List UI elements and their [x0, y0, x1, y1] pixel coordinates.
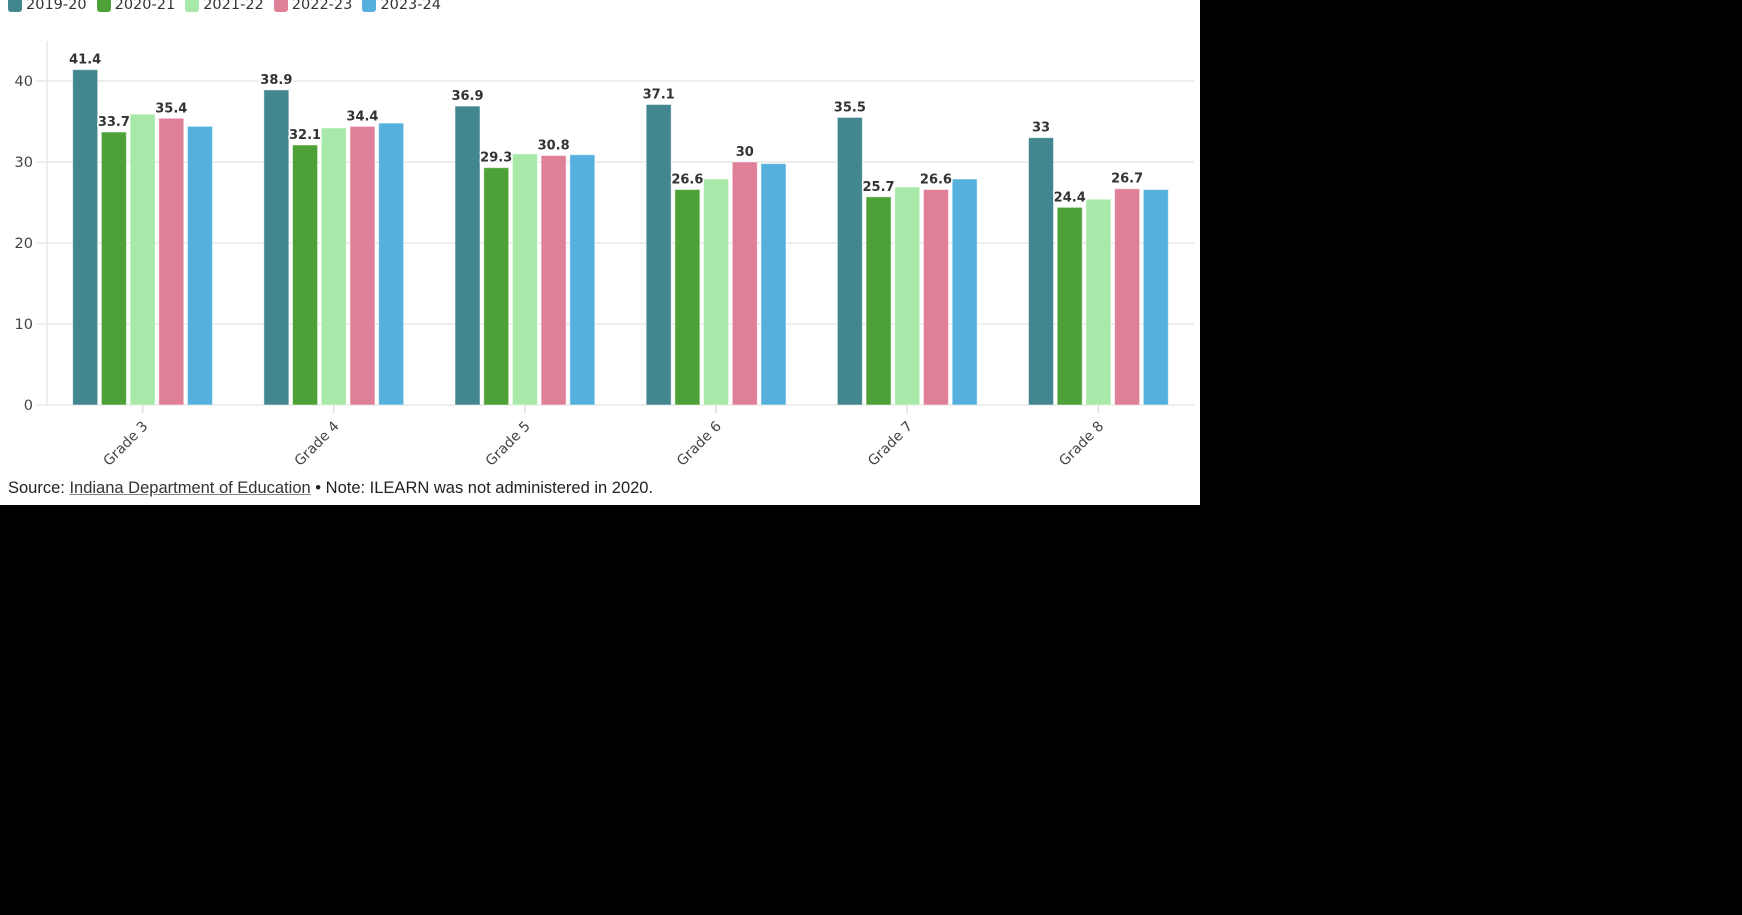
- bar[interactable]: [731, 161, 758, 406]
- bar-value-label: 30: [736, 145, 754, 160]
- bar[interactable]: [320, 127, 347, 406]
- bar[interactable]: [836, 116, 863, 406]
- y-tick-label: 40: [15, 74, 33, 90]
- bar-value-label: 36.9: [451, 89, 483, 104]
- bar-value-label: 25.7: [863, 180, 895, 195]
- legend-item-2020-21[interactable]: 2020-21: [96, 0, 176, 13]
- bar-chart: 0 10 20 30 40 41.4 33.7 35.4 Grade 3 38.9 32.1 34.4…: [15, 41, 1194, 470]
- legend-label: 2021-22: [203, 0, 264, 13]
- x-tick-label: Grade 6: [674, 418, 725, 469]
- bar[interactable]: [1028, 137, 1055, 406]
- legend-item-2023-24[interactable]: 2023-24: [362, 0, 441, 13]
- bar[interactable]: [292, 144, 319, 406]
- x-tick-label: Grade 4: [292, 418, 343, 469]
- bar-group-grade-5: 36.9 29.3 30.8: [450, 88, 596, 406]
- chart-legend: 2019-20 2020-21 2021-22 2022-23 2023-24: [8, 0, 451, 13]
- x-tick-label: Grade 7: [865, 419, 916, 470]
- legend-label: 2020-21: [114, 0, 176, 13]
- bar[interactable]: [186, 125, 213, 406]
- bar[interactable]: [349, 125, 376, 406]
- bar[interactable]: [540, 155, 567, 406]
- y-tick-label: 20: [15, 236, 33, 252]
- bar[interactable]: [100, 131, 127, 406]
- legend-swatch-icon: [96, 0, 111, 12]
- bar[interactable]: [1056, 206, 1083, 406]
- bar[interactable]: [894, 186, 921, 406]
- bar[interactable]: [1142, 189, 1169, 406]
- y-tick-label: 0: [24, 398, 33, 414]
- bar-group-grade-4: 38.9 32.1 34.4: [259, 71, 405, 406]
- bar-value-label: 26.6: [671, 173, 703, 188]
- bar-value-label: 26.7: [1111, 172, 1143, 187]
- legend-item-2019-20[interactable]: 2019-20: [8, 0, 87, 13]
- bar[interactable]: [72, 69, 99, 406]
- bar[interactable]: [922, 189, 949, 406]
- bar-value-label: 32.1: [289, 128, 321, 143]
- bar[interactable]: [865, 196, 892, 406]
- bar-value-label: 35.5: [834, 100, 866, 115]
- bar-value-label: 41.4: [69, 53, 101, 68]
- legend-label: 2022-23: [291, 0, 353, 13]
- bar-value-label: 26.6: [920, 173, 952, 188]
- bar-value-label: 33: [1032, 121, 1050, 136]
- bar[interactable]: [483, 167, 510, 406]
- bar[interactable]: [703, 178, 730, 406]
- bar[interactable]: [569, 154, 596, 406]
- bar-group-grade-8: 33 24.4 26.7: [1028, 119, 1169, 406]
- bar[interactable]: [263, 89, 290, 406]
- bar[interactable]: [674, 189, 701, 406]
- source-prefix: Source:: [8, 479, 70, 497]
- bar-value-label: 35.4: [155, 101, 187, 116]
- bar[interactable]: [1114, 188, 1141, 406]
- legend-swatch-icon: [273, 0, 288, 12]
- legend-swatch-icon: [8, 0, 22, 12]
- bar[interactable]: [378, 122, 405, 406]
- chart-card: 2019-20 2020-21 2021-22 2022-23 2023-24 0 10 2…: [0, 0, 1200, 505]
- bar[interactable]: [951, 178, 978, 406]
- y-tick-label: 10: [15, 317, 33, 333]
- bar-value-label: 30.8: [538, 139, 570, 154]
- footer-note: • Note: ILEARN was not administered in 2…: [310, 479, 654, 497]
- legend-swatch-icon: [362, 0, 377, 12]
- x-tick-label: Grade 3: [100, 419, 151, 470]
- legend-item-2022-23[interactable]: 2022-23: [273, 0, 353, 13]
- source-link[interactable]: Indiana Department of Education: [69, 479, 311, 497]
- bar-value-label: 38.9: [260, 73, 292, 88]
- y-tick-label: 30: [15, 155, 33, 171]
- bar-group-grade-6: 37.1 26.6 30: [641, 86, 787, 406]
- bar-value-label: 37.1: [643, 87, 675, 102]
- legend-item-2021-22[interactable]: 2021-22: [185, 0, 264, 13]
- legend-swatch-icon: [185, 0, 200, 12]
- bar-group-grade-3: 41.4 33.7 35.4: [68, 51, 213, 406]
- bar[interactable]: [511, 153, 538, 406]
- bar[interactable]: [129, 113, 156, 406]
- bar-value-label: 24.4: [1054, 190, 1086, 205]
- legend-label: 2019-20: [26, 0, 87, 13]
- bar[interactable]: [760, 163, 787, 406]
- bar[interactable]: [158, 117, 185, 406]
- legend-label: 2023-24: [380, 0, 441, 13]
- bar-group-grade-7: 35.5 25.7 26.6: [832, 99, 978, 406]
- bar-value-label: 29.3: [480, 151, 512, 166]
- bar-value-label: 33.7: [98, 115, 130, 130]
- x-tick-label: Grade 8: [1056, 419, 1107, 470]
- bar[interactable]: [645, 103, 672, 406]
- bar[interactable]: [454, 105, 481, 406]
- x-tick-label: Grade 5: [483, 419, 534, 470]
- bar-value-label: 34.4: [346, 109, 378, 124]
- bar[interactable]: [1085, 198, 1112, 406]
- chart-footer: Source: Indiana Department of Education …: [8, 479, 653, 498]
